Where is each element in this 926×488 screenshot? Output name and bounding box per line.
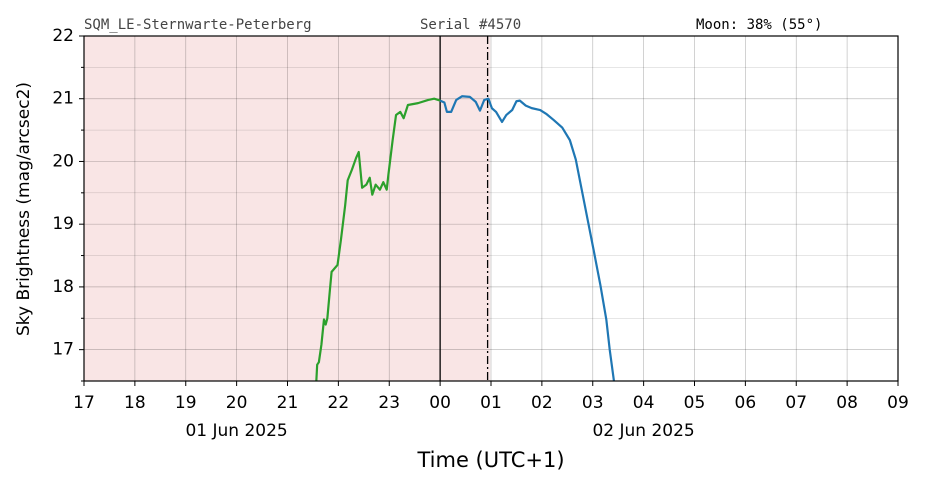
brightness-line: [315, 97, 441, 382]
x-tick-label: 07: [785, 393, 807, 413]
x-tick-label: 08: [836, 393, 858, 413]
x-tick-label: 22: [328, 393, 350, 413]
x-tick-label: 00: [429, 393, 451, 413]
date-label: 02 Jun 2025: [592, 421, 694, 441]
x-tick-label: 03: [582, 393, 604, 413]
plot-frame: [83, 35, 899, 382]
x-tick-label: 19: [175, 393, 197, 413]
y-tick-label: 17: [52, 340, 74, 360]
serial: Serial #4570: [420, 17, 521, 33]
x-tick-label: 17: [73, 393, 95, 413]
brightness-line: [439, 95, 616, 382]
x-axis-label: Time (UTC+1): [416, 448, 564, 472]
x-tick-label: 18: [124, 393, 146, 413]
moon-info: Moon: 38% (55°): [696, 17, 822, 33]
x-tick-label: 05: [684, 393, 706, 413]
x-tick-label: 02: [531, 393, 553, 413]
y-tick-label: 19: [52, 214, 74, 234]
night-shade: [84, 36, 491, 381]
y-tick-label: 21: [52, 89, 74, 109]
y-axis-label: Sky Brightness (mag/arcsec2): [14, 82, 34, 336]
x-tick-label: 04: [633, 393, 655, 413]
x-tick-label: 21: [277, 393, 299, 413]
date-label: 01 Jun 2025: [185, 421, 287, 441]
y-tick-label: 20: [52, 151, 74, 171]
site-name: SQM_LE-Sternwarte-Peterberg: [84, 17, 312, 33]
x-tick-label: 23: [378, 393, 400, 413]
x-tick-label: 20: [226, 393, 248, 413]
y-tick-label: 18: [52, 277, 74, 297]
x-tick-label: 06: [735, 393, 757, 413]
y-tick-label: 22: [52, 26, 74, 46]
x-tick-label: 01: [480, 393, 502, 413]
x-tick-label: 09: [887, 393, 909, 413]
